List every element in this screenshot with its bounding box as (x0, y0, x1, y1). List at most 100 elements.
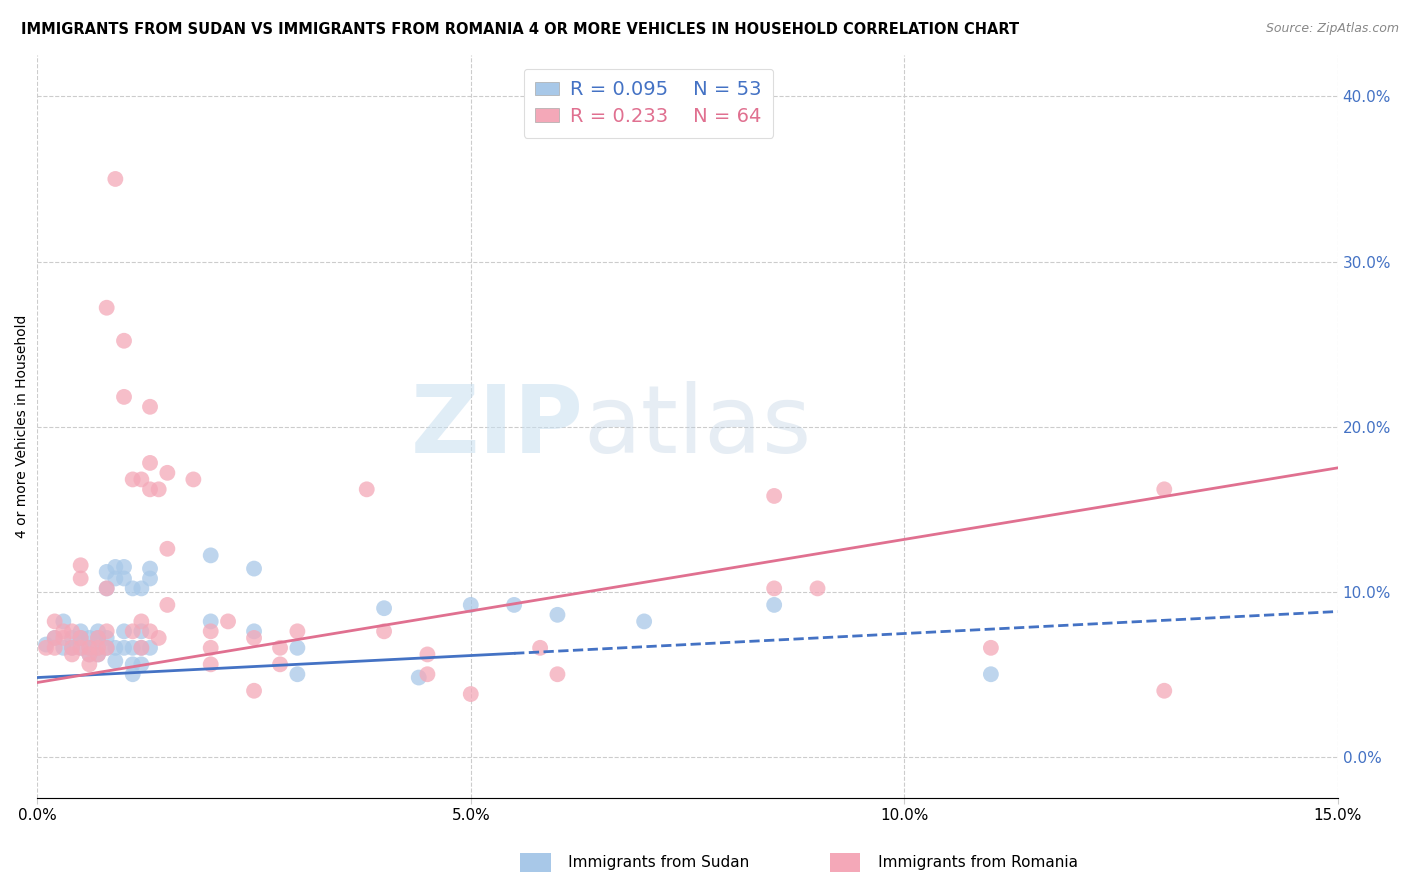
Point (79, 640, 101, 655)
Text: Source: ZipAtlas.com: Source: ZipAtlas.com (1265, 22, 1399, 36)
Point (139, 561, 162, 575)
Point (79, 640, 101, 655)
Point (806, 582, 828, 596)
Point (131, 640, 153, 655)
Point (200, 657, 222, 672)
Point (69, 572, 91, 586)
Point (546, 607, 568, 622)
Point (52, 631, 75, 645)
Point (79, 657, 101, 672)
Point (139, 572, 162, 586)
Point (60, 640, 83, 655)
Point (148, 483, 170, 497)
Point (104, 172, 127, 186)
Point (460, 687, 482, 701)
Point (104, 654, 127, 668)
Point (139, 624, 162, 639)
Point (52, 640, 75, 655)
Point (287, 667, 309, 681)
Point (763, 598, 786, 612)
Text: Immigrants from Sudan: Immigrants from Sudan (534, 855, 749, 870)
Point (183, 472, 205, 486)
Point (243, 561, 266, 575)
Point (96, 640, 118, 655)
Point (112, 334, 135, 348)
Point (373, 601, 395, 615)
Point (44, 640, 66, 655)
Point (131, 657, 153, 672)
Point (121, 640, 143, 655)
Point (980, 667, 1002, 681)
Point (121, 657, 143, 672)
Point (35, 640, 58, 655)
Point (104, 572, 127, 586)
Point (104, 640, 127, 655)
Point (87, 640, 110, 655)
Text: atlas: atlas (583, 381, 811, 473)
Point (112, 390, 135, 404)
Point (373, 624, 395, 639)
Text: Immigrants from Romania: Immigrants from Romania (844, 855, 1077, 870)
Point (243, 683, 266, 698)
Point (200, 640, 222, 655)
Point (139, 400, 162, 414)
Point (131, 624, 153, 639)
Point (131, 472, 153, 486)
Point (131, 640, 153, 655)
Point (139, 483, 162, 497)
Point (69, 631, 91, 645)
Point (60, 640, 83, 655)
Point (96, 582, 118, 596)
Point (112, 572, 135, 586)
Point (96, 640, 118, 655)
Point (287, 624, 309, 639)
Point (87, 648, 110, 662)
Text: ZIP: ZIP (411, 381, 583, 473)
Point (35, 638, 58, 652)
Point (96, 631, 118, 645)
Point (69, 640, 91, 655)
Point (980, 640, 1002, 655)
Point (69, 558, 91, 573)
Point (243, 631, 266, 645)
Point (112, 624, 135, 639)
Y-axis label: 4 or more Vehicles in Household: 4 or more Vehicles in Household (15, 315, 30, 538)
Point (44, 615, 66, 629)
Point (69, 640, 91, 655)
Point (52, 615, 75, 629)
Point (200, 549, 222, 563)
Point (112, 640, 135, 655)
Point (121, 667, 143, 681)
Point (763, 582, 786, 596)
Point (156, 466, 179, 480)
Point (139, 640, 162, 655)
Point (69, 631, 91, 645)
Point (460, 598, 482, 612)
Point (269, 657, 291, 672)
Point (104, 560, 127, 574)
Point (131, 615, 153, 629)
Point (96, 582, 118, 596)
Point (52, 624, 75, 639)
Point (60, 648, 83, 662)
Point (408, 671, 430, 685)
Point (131, 582, 153, 596)
Point (217, 615, 239, 629)
Point (87, 631, 110, 645)
Point (200, 615, 222, 629)
Point (121, 624, 143, 639)
Point (121, 472, 143, 486)
Point (416, 667, 439, 681)
Point (287, 640, 309, 655)
Point (60, 631, 83, 645)
Point (139, 456, 162, 470)
Point (763, 489, 786, 503)
Point (96, 301, 118, 315)
Point (503, 598, 526, 612)
Point (87, 631, 110, 645)
Point (156, 541, 179, 556)
Point (200, 624, 222, 639)
Point (79, 648, 101, 662)
Point (87, 640, 110, 655)
Point (44, 631, 66, 645)
